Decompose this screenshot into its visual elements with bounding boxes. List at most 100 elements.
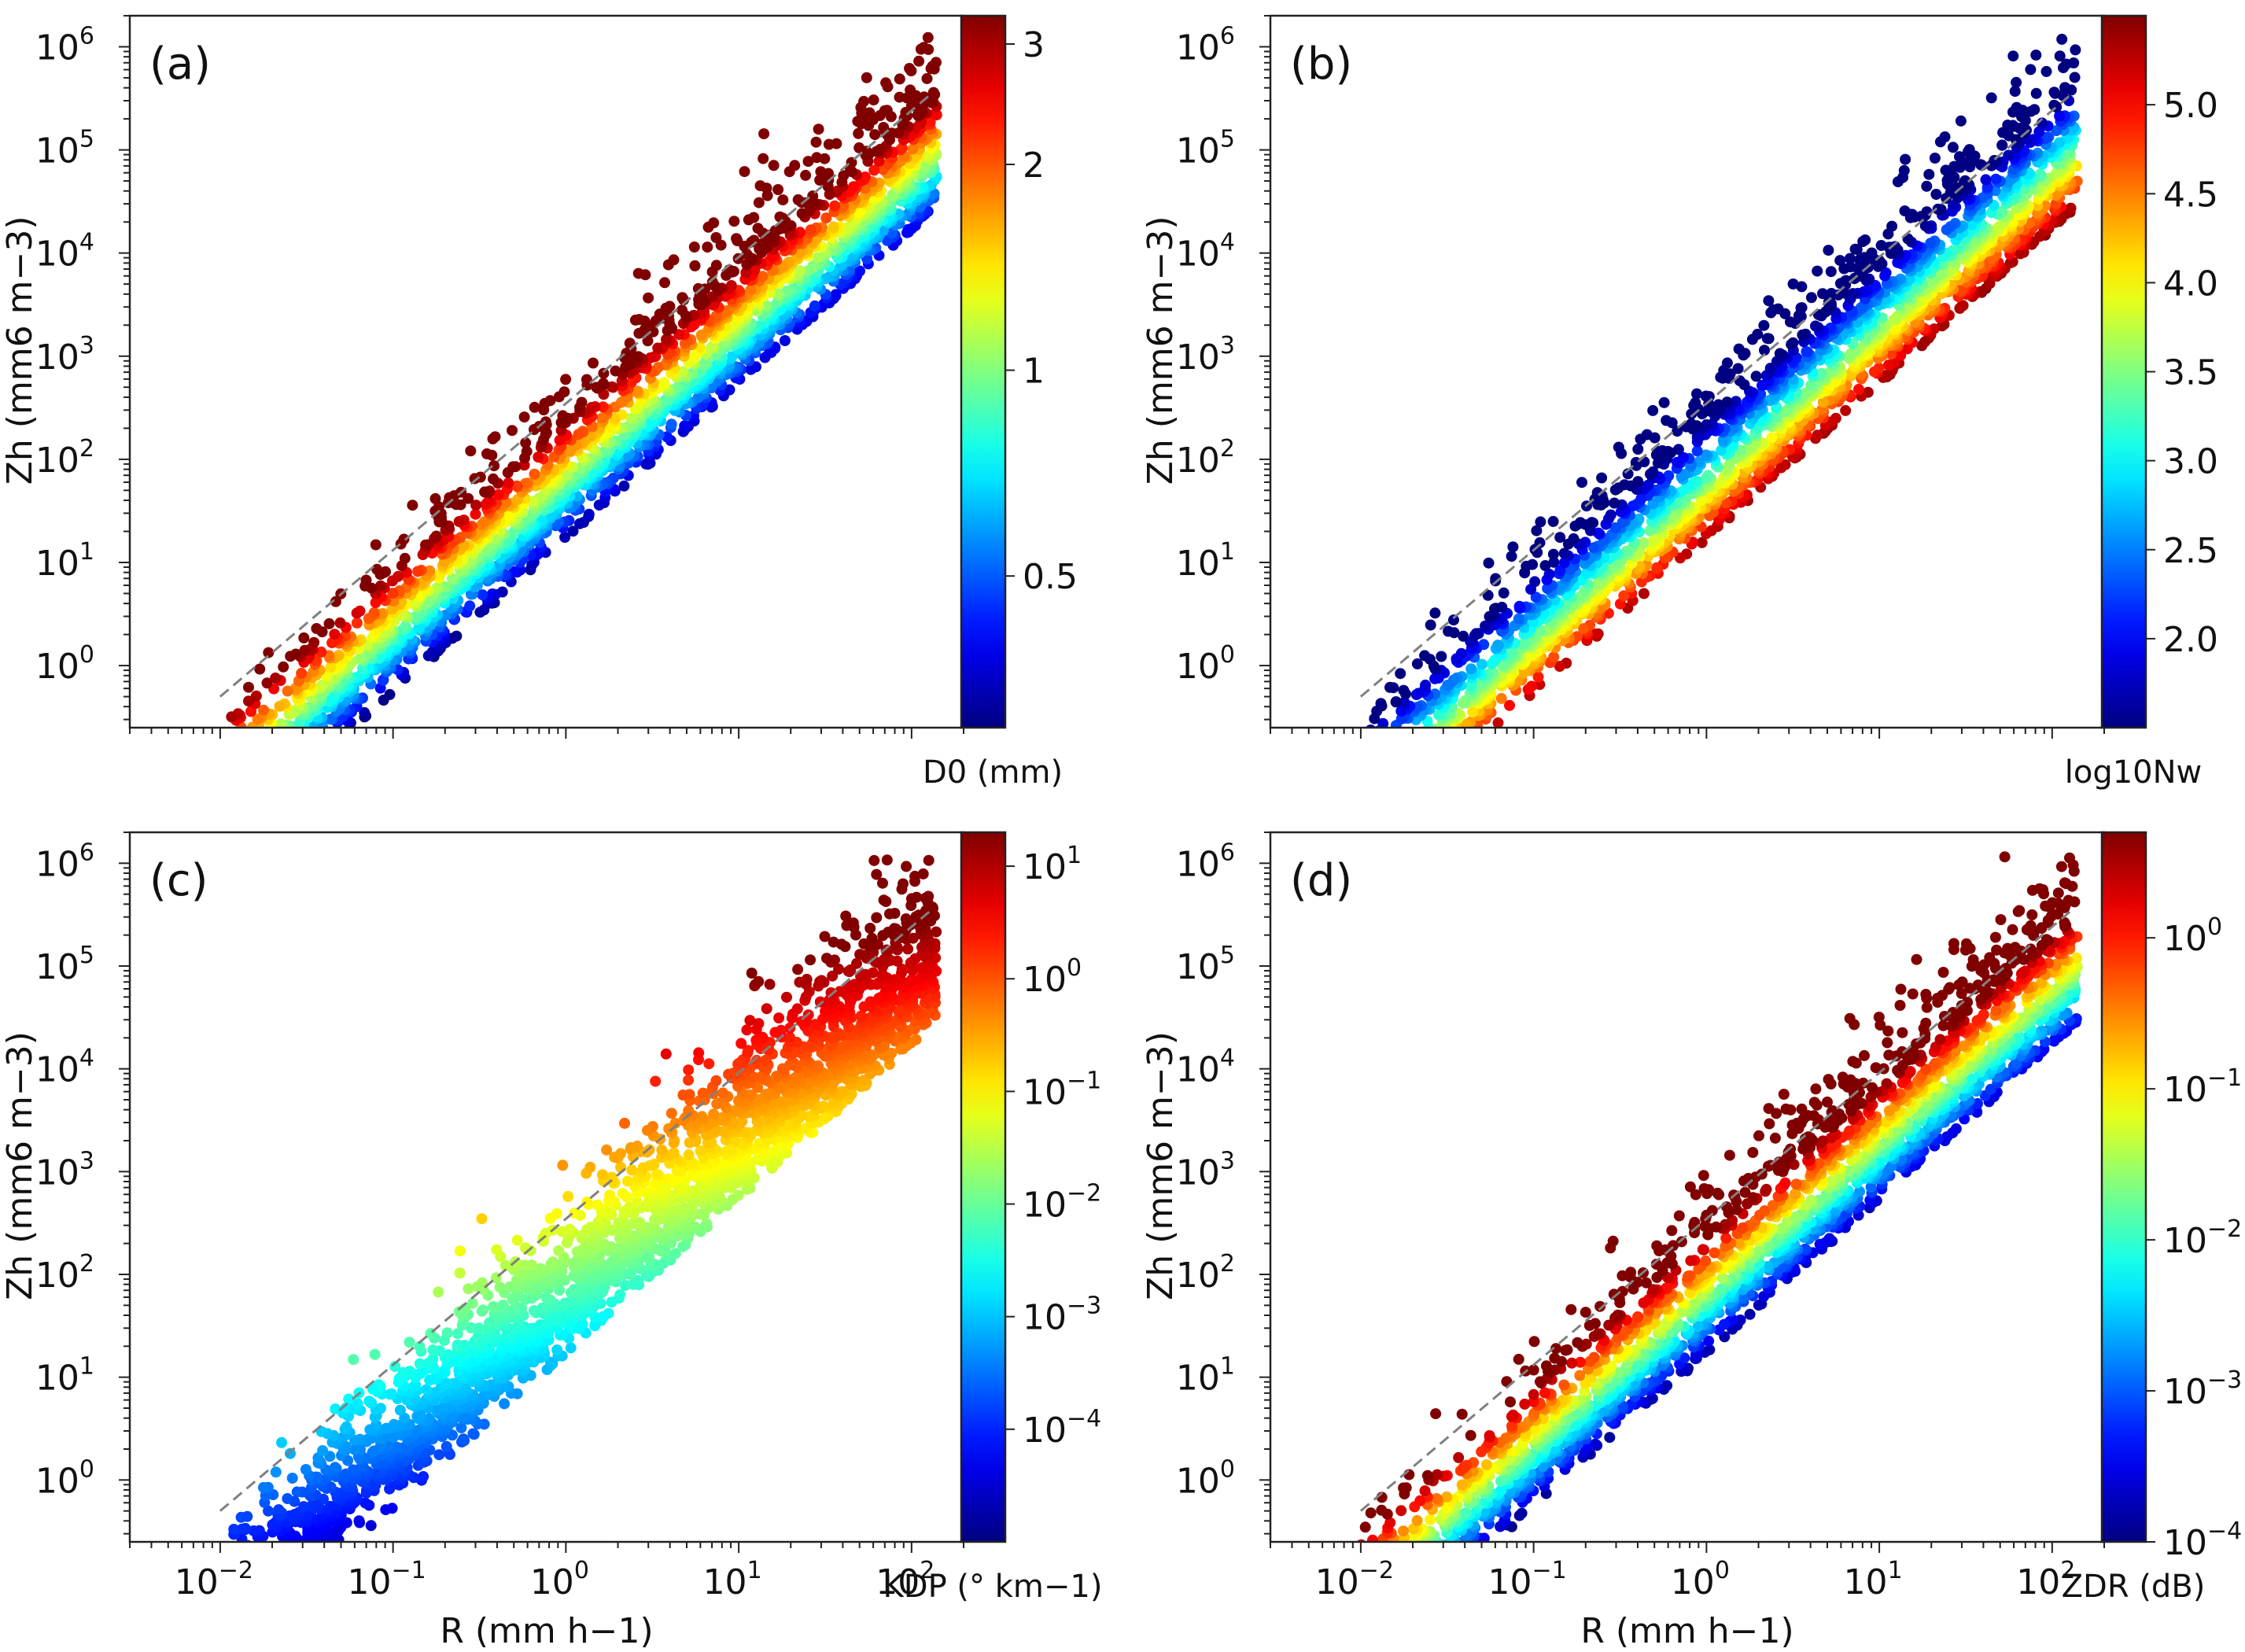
scatter-point (298, 632, 309, 643)
axes-frame (130, 16, 964, 728)
scatter-point (1757, 380, 1768, 391)
scatter-point (1398, 758, 1409, 769)
scatter-point (230, 787, 241, 798)
scatter-point (703, 222, 714, 233)
scatter-point (260, 743, 271, 754)
scatter-point (1384, 748, 1395, 759)
scatter-point (1840, 405, 1851, 416)
scatter-point (1412, 732, 1423, 743)
scatter-point (236, 797, 247, 808)
scatter-point (308, 637, 319, 648)
scatter-point (399, 533, 410, 544)
scatter-point (1396, 765, 1407, 776)
scatter-point (223, 788, 234, 799)
scatter-point (1400, 728, 1411, 739)
scatter-point (302, 743, 313, 754)
scatter-point (1387, 747, 1398, 758)
scatter-point (1473, 731, 1484, 742)
scatter-point (253, 755, 264, 766)
scatter-point (1384, 767, 1395, 778)
y-tick-label: 105 (35, 126, 94, 171)
scatter-point (1941, 224, 1952, 235)
scatter-point (285, 751, 296, 762)
scatter-point (232, 773, 243, 784)
scatter-point (558, 386, 570, 397)
scatter-point (1405, 781, 1416, 792)
scatter-point (334, 729, 345, 740)
scatter-point (215, 795, 226, 806)
scatter-point (251, 734, 262, 745)
scatter-point (710, 232, 721, 243)
scatter-point (1366, 725, 1377, 736)
scatter-point (879, 105, 890, 116)
scatter-point (264, 781, 275, 792)
scatter-point (1404, 747, 1415, 758)
scatter-point (916, 44, 927, 55)
scatter-point (277, 747, 288, 758)
scatter-point (1414, 747, 1425, 758)
scatter-point (1358, 803, 1369, 814)
scatter-point (290, 732, 301, 743)
scatter-point (519, 411, 530, 422)
panel-label: (a) (149, 39, 211, 90)
scatter-point (1403, 750, 1414, 761)
scatter-point (658, 377, 669, 388)
scatter-point (1417, 742, 1428, 753)
scatter-point (361, 575, 372, 586)
scatter-point (1610, 522, 1621, 533)
scatter-point (922, 73, 933, 84)
scatter-point (1421, 742, 1432, 753)
scatter-point (370, 540, 382, 551)
scatter-point (1405, 758, 1416, 769)
scatter-point (1480, 621, 1491, 632)
scatter-point (610, 366, 621, 377)
scatter-point (1432, 727, 1443, 738)
scatter-point (1359, 789, 1370, 800)
scatter-point (1377, 750, 1388, 761)
scatter-point (315, 742, 326, 753)
scatter-point (812, 252, 823, 263)
scatter-point (1404, 791, 1415, 802)
scatter-point (1492, 640, 1503, 651)
scatter-point (1651, 562, 1662, 573)
scatter-point (507, 461, 518, 472)
scatter-point (574, 518, 585, 529)
scatter-point (258, 754, 269, 765)
scatter-point (245, 735, 256, 746)
scatter-point (659, 277, 670, 288)
scatter-point (1410, 740, 1421, 751)
scatter-point (244, 766, 255, 777)
y-tick-label: 100 (35, 641, 94, 687)
scatter-point (1396, 756, 1407, 767)
scatter-point (1853, 384, 1864, 395)
scatter-point (1363, 766, 1374, 777)
scatter-point (312, 752, 323, 763)
scatter-point (1373, 797, 1384, 808)
scatter-point (267, 741, 278, 752)
scatter-point (1470, 737, 1481, 748)
scatter-point (293, 759, 304, 770)
scatter-point (1381, 776, 1392, 787)
scatter-point (225, 761, 236, 773)
scatter-point (256, 771, 267, 782)
scatter-point (296, 728, 307, 739)
scatter-point (1384, 765, 1395, 776)
scatter-point (474, 607, 485, 618)
colorbar-tick-label: 2 (1023, 146, 1045, 186)
scatter-point (227, 795, 238, 806)
scatter-point (1384, 733, 1395, 744)
scatter-point (930, 2, 941, 13)
scatter-point (731, 233, 742, 244)
scatter-point (218, 758, 229, 769)
scatter-point (490, 431, 501, 442)
scatter-point (234, 780, 245, 791)
scatter-point (255, 745, 266, 756)
scatter-point (1422, 781, 1433, 792)
scatter-point (669, 254, 680, 265)
scatter-point (294, 737, 305, 748)
scatter-point (931, 57, 942, 68)
scatter-point (270, 734, 281, 745)
scatter-point (1420, 680, 1431, 691)
scatter-point (430, 493, 441, 504)
